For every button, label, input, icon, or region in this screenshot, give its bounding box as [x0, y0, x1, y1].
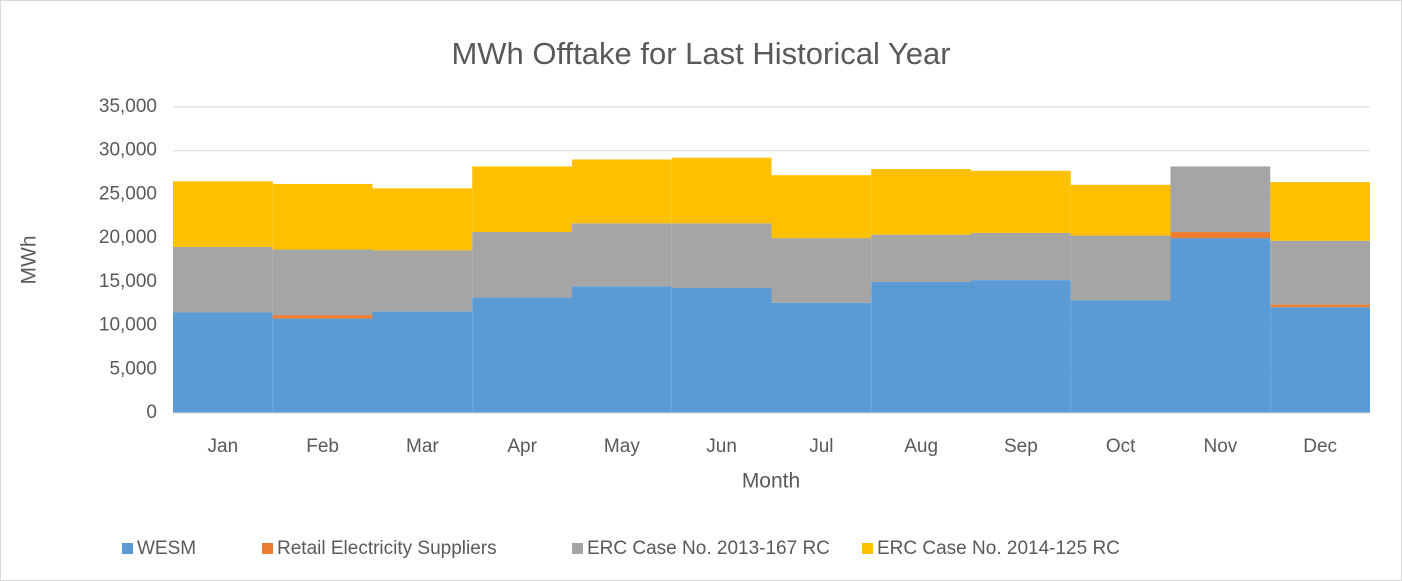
x-tick-label: Jun	[706, 436, 737, 457]
legend-swatch	[572, 543, 583, 554]
bar-segment	[572, 159, 672, 224]
bar-segment	[671, 157, 772, 224]
y-tick-label: 30,000	[99, 140, 157, 161]
legend-label: ERC Case No. 2014-125 RC	[877, 538, 1120, 559]
bar-segment	[971, 232, 1071, 281]
bars	[173, 157, 1370, 413]
legend-label: WESM	[137, 538, 196, 559]
x-tick-label: Aug	[904, 436, 938, 457]
y-tick-label: 0	[146, 402, 157, 423]
bar-segment	[472, 166, 572, 233]
bar-segment	[1270, 240, 1370, 305]
bar-segment	[272, 318, 373, 413]
bar-segment	[1170, 238, 1271, 413]
legend-label: ERC Case No. 2013-167 RC	[587, 538, 830, 559]
bar-segment	[671, 287, 772, 413]
bar-segment	[1170, 232, 1271, 239]
bar-segment	[1070, 184, 1171, 236]
y-tick-label: 25,000	[99, 183, 157, 204]
x-tick-label: Oct	[1106, 436, 1136, 457]
bar-segment	[1270, 182, 1370, 241]
bar-segment	[272, 183, 373, 250]
bar-segment	[173, 312, 273, 413]
legend-swatch	[122, 543, 133, 554]
bar-segment	[1170, 166, 1271, 233]
x-tick-label: May	[604, 436, 640, 457]
x-tick-label: Jan	[208, 436, 239, 457]
chart-title: MWh Offtake for Last Historical Year	[451, 36, 950, 71]
y-axis-label: MWh	[18, 236, 41, 285]
bar-segment	[1070, 235, 1171, 301]
x-tick-label: Jul	[809, 436, 833, 457]
bar-segment	[372, 188, 473, 251]
bar-segment	[971, 170, 1071, 233]
x-tick-label: Apr	[507, 436, 537, 457]
bar-segment	[272, 315, 373, 319]
x-tick-label: Sep	[1004, 436, 1038, 457]
legend-swatch	[862, 543, 873, 554]
bar-segment	[1270, 304, 1370, 308]
bar-segment	[871, 234, 971, 282]
x-tick-label: Feb	[306, 436, 339, 457]
bar-segment	[971, 280, 1071, 413]
bar-segment	[173, 181, 273, 247]
bar-segment	[771, 175, 872, 239]
legend-swatch	[262, 543, 273, 554]
y-tick-label: 5,000	[109, 358, 157, 379]
bar-segment	[472, 232, 572, 298]
bar-segment	[472, 297, 572, 413]
y-tick-label: 15,000	[99, 271, 157, 292]
bar-segment	[771, 238, 872, 303]
bar-segment	[771, 302, 872, 413]
bar-segment	[671, 223, 772, 288]
bar-segment	[572, 286, 672, 413]
y-tick-label: 20,000	[99, 227, 157, 248]
x-tick-label: Dec	[1303, 436, 1337, 457]
bar-segment	[871, 169, 971, 235]
bar-segment	[1070, 300, 1171, 413]
bar-segment	[272, 249, 373, 316]
x-tick-label: Mar	[406, 436, 439, 457]
bar-segment	[173, 246, 273, 313]
y-tick-label: 10,000	[99, 315, 157, 336]
x-axis-label: Month	[742, 470, 800, 493]
bar-segment	[372, 311, 473, 413]
bar-segment	[572, 223, 672, 287]
bar-segment	[871, 281, 971, 413]
bar-segment	[372, 250, 473, 312]
bar-segment	[1270, 307, 1370, 413]
x-tick-label: Nov	[1203, 436, 1237, 457]
y-tick-label: 35,000	[99, 96, 157, 117]
legend-label: Retail Electricity Suppliers	[277, 538, 497, 559]
legend: WESM Retail Electricity Suppliers ERC Case…	[122, 538, 1120, 559]
